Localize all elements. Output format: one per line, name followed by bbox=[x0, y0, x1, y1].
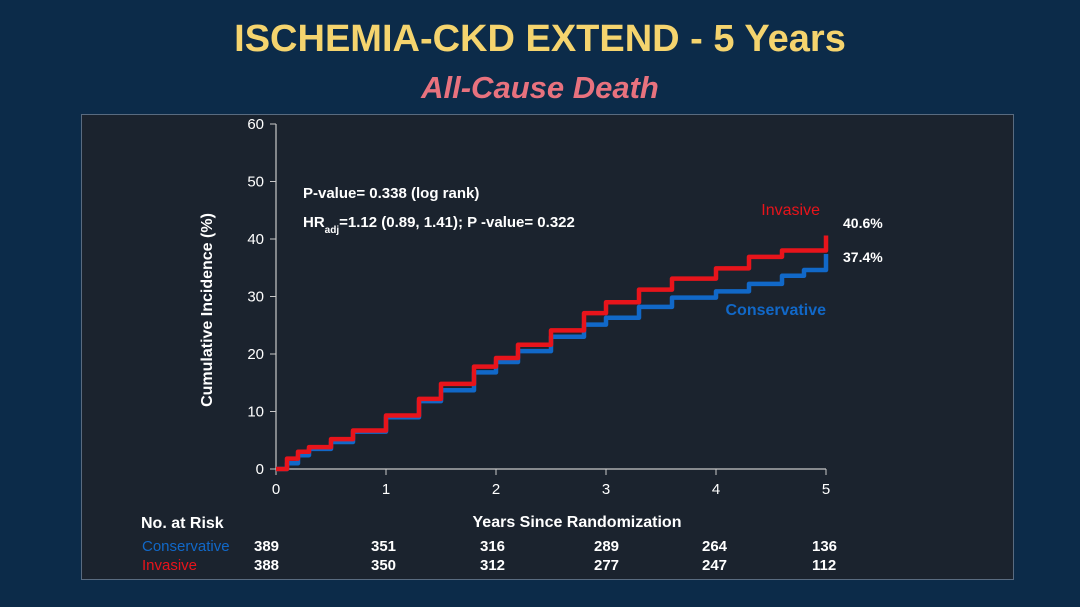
y-tick-label: 50 bbox=[247, 174, 264, 191]
risk-cell: 350 bbox=[371, 557, 397, 574]
x-tick-label: 0 bbox=[272, 481, 280, 498]
x-tick-label: 1 bbox=[382, 481, 390, 498]
y-tick-label: 60 bbox=[247, 116, 264, 133]
x-tick-label: 4 bbox=[712, 481, 720, 498]
slide-subtitle: All-Cause Death bbox=[421, 70, 659, 105]
series-label-invasive: Invasive bbox=[761, 202, 820, 219]
risk-cell: 316 bbox=[480, 538, 506, 555]
risk-cell: 247 bbox=[702, 557, 728, 574]
end-value-conservative: 37.4% bbox=[843, 249, 883, 265]
hr-prefix: HR bbox=[303, 214, 325, 231]
x-tick-label: 5 bbox=[822, 481, 830, 498]
axes: 0 10 20 30 40 50 60 0 1 2 3 4 5 bbox=[247, 116, 830, 498]
slide-title: ISCHEMIA-CKD EXTEND - 5 Years bbox=[234, 18, 846, 60]
risk-row-label: Invasive bbox=[142, 557, 198, 574]
end-value-invasive: 40.6% bbox=[843, 215, 883, 231]
x-tick-label: 3 bbox=[602, 481, 610, 498]
x-axis-title: Years Since Randomization bbox=[473, 514, 682, 531]
risk-cell: 264 bbox=[702, 538, 728, 555]
series-group bbox=[276, 235, 829, 472]
y-tick-label: 10 bbox=[247, 404, 264, 421]
pvalue-annotation: P-value= 0.338 (log rank) bbox=[303, 185, 479, 202]
risk-cell: 351 bbox=[371, 538, 397, 555]
risk-cell: 388 bbox=[254, 557, 280, 574]
y-tick-label: 30 bbox=[247, 289, 264, 306]
labels-group: Years Since Randomization Cumulative Inci… bbox=[199, 185, 883, 531]
hr-subscript: adj bbox=[325, 225, 340, 236]
risk-row-label: Conservative bbox=[142, 538, 230, 555]
series-line-invasive bbox=[276, 235, 829, 472]
risk-cell: 312 bbox=[480, 557, 506, 574]
hr-annotation: HRadj=1.12 (0.89, 1.41); P -value= 0.322 bbox=[303, 214, 575, 236]
risk-cell: 289 bbox=[594, 538, 620, 555]
risk-cell: 277 bbox=[594, 557, 620, 574]
risk-cell: 389 bbox=[254, 538, 280, 555]
x-tick-label: 2 bbox=[492, 481, 500, 498]
hr-rest: =1.12 (0.89, 1.41); P -value= 0.322 bbox=[339, 214, 575, 231]
risk-cell: 112 bbox=[812, 557, 837, 574]
series-label-conservative: Conservative bbox=[726, 302, 827, 319]
y-axis-title: Cumulative Incidence (%) bbox=[199, 213, 216, 407]
risk-cell: 136 bbox=[812, 538, 838, 555]
risk-table-header: No. at Risk bbox=[141, 515, 224, 532]
y-tick-label: 0 bbox=[256, 461, 264, 478]
y-tick-label: 20 bbox=[247, 346, 264, 363]
y-tick-label: 40 bbox=[247, 231, 264, 248]
series-line-conservative bbox=[276, 253, 829, 472]
